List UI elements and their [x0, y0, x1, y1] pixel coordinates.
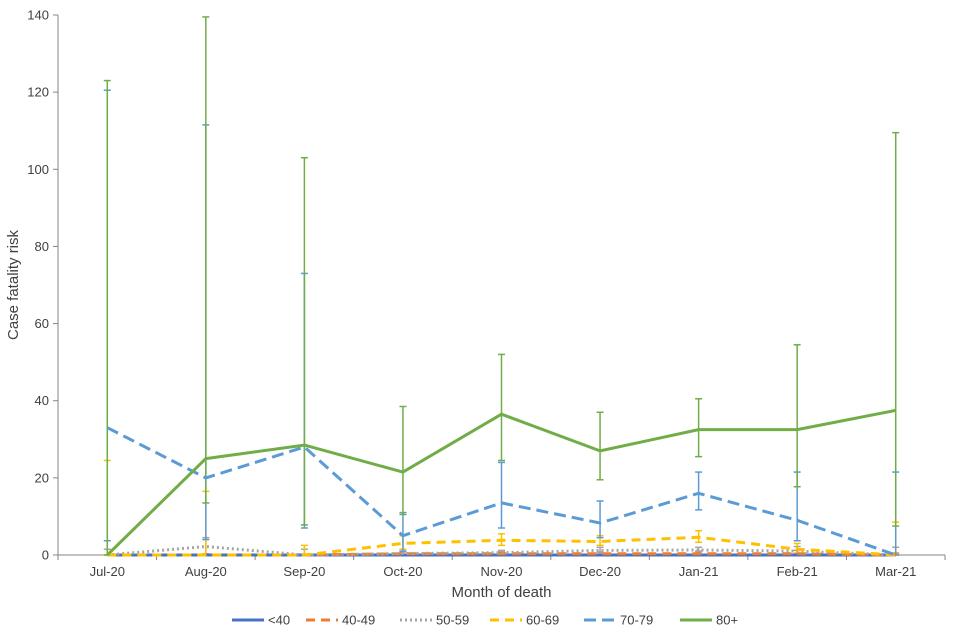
y-tick-label: 120 — [27, 85, 49, 100]
series-line-80+ — [106, 408, 896, 557]
x-tick-label: Jan-21 — [679, 564, 719, 579]
y-tick-label: 80 — [35, 239, 49, 254]
x-tick-label: Aug-20 — [185, 564, 227, 579]
y-tick-label: 20 — [35, 470, 49, 485]
x-tick-label: Feb-21 — [777, 564, 818, 579]
x-axis-title: Month of death — [451, 584, 551, 601]
y-tick-label: 40 — [35, 393, 49, 408]
series-line-50-59 — [107, 545, 896, 557]
legend-label: 60-69 — [526, 613, 559, 628]
series-line-60-69 — [107, 535, 896, 557]
legend-label: <40 — [268, 613, 290, 628]
legend-label: 40-49 — [342, 613, 375, 628]
axis-labels: Case fatality risk Month of death — [5, 229, 552, 601]
y-axis-title: Case fatality risk — [5, 229, 22, 340]
x-tick-label: Jul-20 — [90, 564, 125, 579]
series-lines — [106, 408, 897, 557]
x-tick-label: Mar-21 — [875, 564, 916, 579]
series-line-40-49 — [107, 552, 896, 557]
axes: 0 20 40 60 80 100 120 140 Jul-20 Aug-20 Sep-20 Oct-… — [27, 8, 946, 579]
series-line-70-79 — [106, 426, 897, 557]
x-tick-label: Nov-20 — [481, 564, 523, 579]
y-tick-label: 100 — [27, 162, 49, 177]
x-tick-label: Sep-20 — [283, 564, 325, 579]
legend-label: 50-59 — [436, 613, 469, 628]
y-tick-label: 140 — [27, 8, 49, 23]
y-tick-label: 0 — [42, 548, 49, 563]
legend-label: 80+ — [716, 613, 738, 628]
error-bars — [103, 16, 900, 556]
x-tick-label: Dec-20 — [579, 564, 621, 579]
legend-label: 70-79 — [620, 613, 653, 628]
x-tick-label: Oct-20 — [383, 564, 422, 579]
legend: <40 40-49 50-59 60-69 70-79 80+ — [232, 613, 738, 628]
y-tick-label: 60 — [35, 316, 49, 331]
